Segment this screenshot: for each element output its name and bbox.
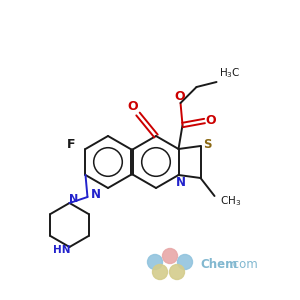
Text: Chem: Chem	[200, 257, 237, 271]
Circle shape	[169, 265, 184, 280]
Text: S: S	[203, 139, 212, 152]
Text: N: N	[176, 176, 185, 188]
Text: O: O	[128, 100, 138, 112]
Circle shape	[163, 248, 178, 263]
Text: N: N	[69, 194, 78, 204]
Text: H$_3$C: H$_3$C	[218, 66, 240, 80]
Text: .com: .com	[230, 257, 259, 271]
Circle shape	[178, 254, 193, 269]
Circle shape	[148, 254, 163, 269]
Text: N: N	[91, 188, 100, 202]
Text: O: O	[174, 89, 185, 103]
Text: HN: HN	[53, 245, 70, 255]
Text: CH$_3$: CH$_3$	[220, 194, 241, 208]
Text: O: O	[205, 113, 216, 127]
Circle shape	[152, 265, 167, 280]
Text: F: F	[67, 139, 76, 152]
